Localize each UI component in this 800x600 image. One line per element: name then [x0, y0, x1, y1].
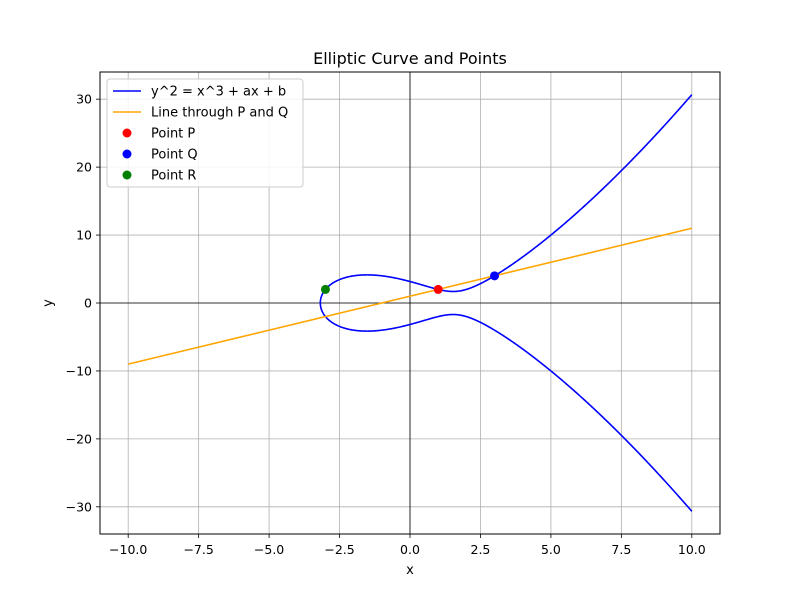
legend-label: y^2 = x^3 + ax + b [151, 85, 286, 100]
x-tick-label: 2.5 [471, 542, 491, 557]
y-tick-label: −30 [66, 499, 92, 514]
legend-label: Point Q [151, 148, 198, 163]
y-tick-label: −20 [66, 431, 92, 446]
chart-title: Elliptic Curve and Points [313, 49, 507, 68]
x-tick-label: −5.0 [254, 542, 284, 557]
x-tick-label: 5.0 [541, 542, 561, 557]
x-tick-label: −2.5 [324, 542, 354, 557]
line-through-p-and-q [127, 227, 693, 365]
y-tick-label: 10 [76, 228, 92, 243]
legend: y^2 = x^3 + ax + b Line through P and Q Po… [106, 78, 304, 188]
x-tick-label: 7.5 [611, 542, 631, 557]
y-axis-ticks: −30 −20 −10 0 10 20 30 [66, 92, 100, 514]
x-tick-label: 0.0 [400, 542, 420, 557]
x-tick-label: −10.0 [109, 542, 147, 557]
zero-axes [100, 72, 720, 534]
point-q-marker [490, 271, 500, 281]
y-tick-label: 20 [76, 160, 92, 175]
legend-label: Point P [151, 127, 195, 142]
y-tick-label: −10 [66, 363, 92, 378]
legend-marker-swatch [122, 149, 132, 159]
x-tick-label: 10.0 [678, 542, 706, 557]
legend-marker-swatch [122, 128, 132, 138]
y-axis-label: y [41, 299, 56, 307]
x-axis-label: x [406, 563, 414, 578]
legend-label: Line through P and Q [151, 106, 288, 121]
legend-box [106, 78, 304, 188]
plot-series [127, 94, 693, 512]
point-r-marker [320, 284, 330, 294]
x-tick-label: −7.5 [183, 542, 213, 557]
legend-label: Point R [151, 169, 196, 184]
point-p-marker [433, 284, 443, 294]
legend-marker-swatch [122, 170, 132, 180]
y-tick-label: 0 [84, 296, 92, 311]
y-tick-label: 30 [76, 92, 92, 107]
elliptic-curve-line [319, 94, 693, 512]
x-axis-ticks: −10.0 −7.5 −5.0 −2.5 0.0 2.5 5.0 7.5 10.0 [109, 534, 706, 557]
